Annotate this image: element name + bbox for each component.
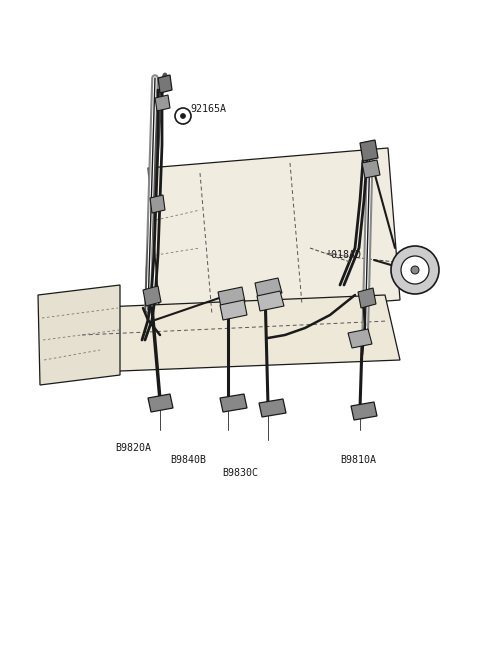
Polygon shape <box>257 291 284 311</box>
Polygon shape <box>148 148 400 318</box>
Polygon shape <box>155 95 170 111</box>
Polygon shape <box>360 140 378 161</box>
Text: B9830C: B9830C <box>222 468 258 478</box>
Polygon shape <box>259 399 286 417</box>
Polygon shape <box>38 285 120 385</box>
Text: '018AD: '018AD <box>325 250 361 260</box>
Circle shape <box>401 256 429 284</box>
Polygon shape <box>80 295 400 372</box>
Polygon shape <box>150 195 165 213</box>
Circle shape <box>175 108 191 124</box>
Text: B9840B: B9840B <box>170 455 206 465</box>
Circle shape <box>391 246 439 294</box>
Polygon shape <box>220 300 247 320</box>
Circle shape <box>180 114 185 118</box>
Text: B9820A: B9820A <box>115 443 151 453</box>
Polygon shape <box>362 160 380 178</box>
Polygon shape <box>148 394 173 412</box>
Polygon shape <box>218 287 245 307</box>
Polygon shape <box>143 286 161 306</box>
Polygon shape <box>351 402 377 420</box>
Circle shape <box>411 266 419 274</box>
Polygon shape <box>348 329 372 348</box>
Polygon shape <box>358 288 376 308</box>
Text: B9810A: B9810A <box>340 455 376 465</box>
Polygon shape <box>255 278 282 298</box>
Polygon shape <box>158 75 172 93</box>
Text: 92165A: 92165A <box>190 104 226 114</box>
Polygon shape <box>220 394 247 412</box>
